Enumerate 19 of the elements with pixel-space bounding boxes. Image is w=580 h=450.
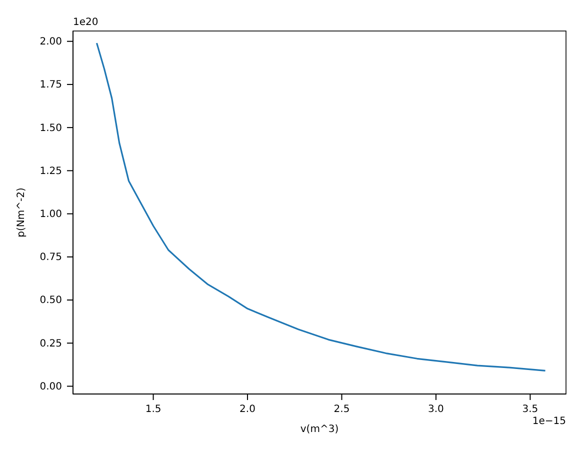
x-tick-label: 2.0 xyxy=(240,404,256,416)
y-tick-label: 1.00 xyxy=(40,208,62,220)
y-axis-title: p(Nm^-2) xyxy=(16,188,27,238)
x-tick-label: 3.0 xyxy=(428,404,444,416)
line-series xyxy=(96,42,546,372)
y-tick-label: 0.50 xyxy=(40,295,62,306)
x-tick-label: 3.5 xyxy=(522,404,538,416)
y-tick-label: 1.50 xyxy=(40,122,62,134)
y-tick-label: 2.00 xyxy=(40,36,62,48)
y-tick-label: 0.25 xyxy=(40,338,62,350)
x-axis-title: v(m^3) xyxy=(300,424,339,435)
y-tick-label: 0.00 xyxy=(40,381,62,392)
x-tick-label: 2.5 xyxy=(334,404,350,416)
x-tick-label: 1.5 xyxy=(145,404,162,416)
y-tick-label: 0.75 xyxy=(40,252,62,264)
text: 1e20 xyxy=(73,17,98,28)
y-tick-label: 1.75 xyxy=(40,80,62,91)
text: 1e−15 xyxy=(532,416,566,427)
y-tick-label: 1.25 xyxy=(40,166,62,177)
